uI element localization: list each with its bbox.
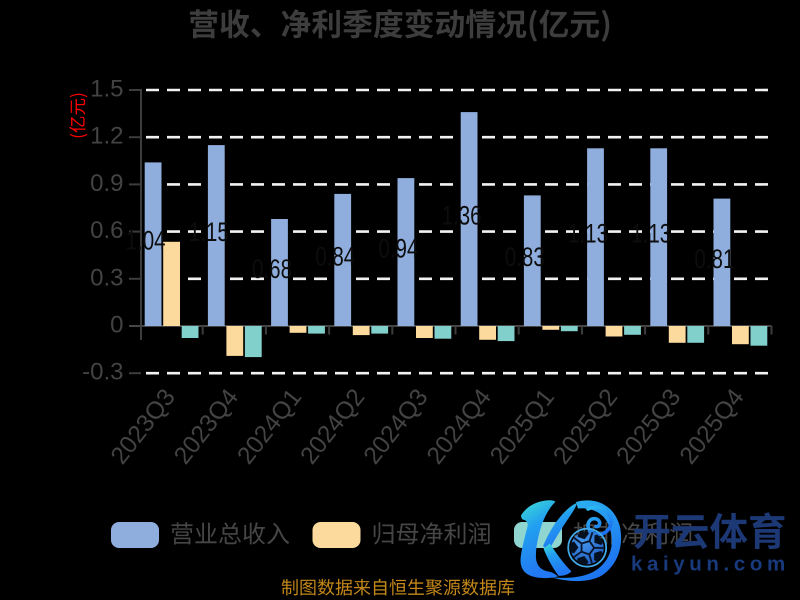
svg-text:1.15: 1.15 [189, 217, 229, 247]
svg-text:0.68: 0.68 [252, 254, 292, 284]
svg-text:1.5: 1.5 [90, 76, 123, 103]
svg-text:1.36: 1.36 [442, 201, 482, 231]
svg-text:0.9: 0.9 [90, 170, 123, 197]
svg-text:0.84: 0.84 [315, 241, 355, 271]
svg-text:1.2: 1.2 [90, 123, 123, 150]
svg-text:0.6: 0.6 [90, 217, 123, 244]
svg-text:0.94: 0.94 [378, 234, 418, 264]
svg-text:0.81: 0.81 [694, 244, 734, 274]
svg-text:-0.3: -0.3 [82, 359, 123, 386]
svg-text:0: 0 [110, 312, 123, 339]
svg-text:0.3: 0.3 [90, 264, 123, 291]
svg-text:0.83: 0.83 [505, 242, 545, 272]
svg-text:1.13: 1.13 [631, 219, 671, 249]
svg-text:1.13: 1.13 [568, 219, 608, 249]
svg-text:kaiyun.com: kaiyun.com [631, 553, 790, 576]
svg-text:1.04: 1.04 [126, 226, 166, 256]
